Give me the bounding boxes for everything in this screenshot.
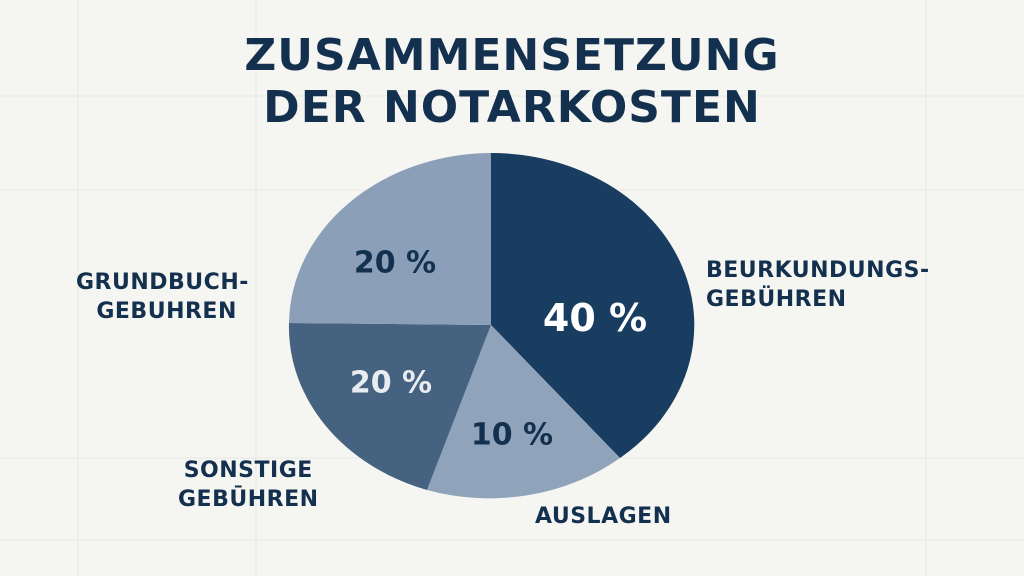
- label-grundbuchgebuehren: GRUNDBUCH- GEBUHREN: [76, 268, 249, 326]
- label-line: BEURKUNDUNGS-: [706, 258, 930, 283]
- label-line: GRUNDBUCH-: [76, 270, 249, 295]
- label-line: SONSTIGE: [183, 458, 313, 483]
- pct-label-grundbuch: 20 %: [353, 245, 437, 281]
- label-line: GEBUHREN: [96, 299, 237, 324]
- slice-sonstige-gebuehren: [288, 323, 491, 490]
- pct-label-auslagen: 10 %: [470, 417, 554, 453]
- slice-auslagen: [427, 325, 620, 499]
- slice-grundbuchgebuehren: [289, 153, 491, 325]
- label-beurkundungsgebuehren: BEURKUNDUNGS- GEBÜHREN: [706, 256, 930, 314]
- pct-label-sonstige: 20 %: [349, 365, 433, 401]
- chart-title-line-2: DER NOTARKOSTEN: [263, 82, 761, 133]
- pct-label-beurkundung: 40 %: [542, 296, 648, 340]
- label-auslagen: AUSLAGEN: [535, 502, 672, 531]
- chart-title: ZUSAMMENSETZUNG DER NOTARKOSTEN: [0, 30, 1024, 134]
- slice-beurkundungsgebuehren: [491, 152, 695, 458]
- label-line: GEBÜHREN: [706, 287, 847, 312]
- label-line: AUSLAGEN: [535, 504, 672, 529]
- label-sonstige-gebuehren: SONSTIGE GEBŪHREN: [178, 456, 319, 514]
- chart-title-line-1: ZUSAMMENSETZUNG: [244, 30, 780, 81]
- label-line: GEBŪHREN: [178, 487, 319, 512]
